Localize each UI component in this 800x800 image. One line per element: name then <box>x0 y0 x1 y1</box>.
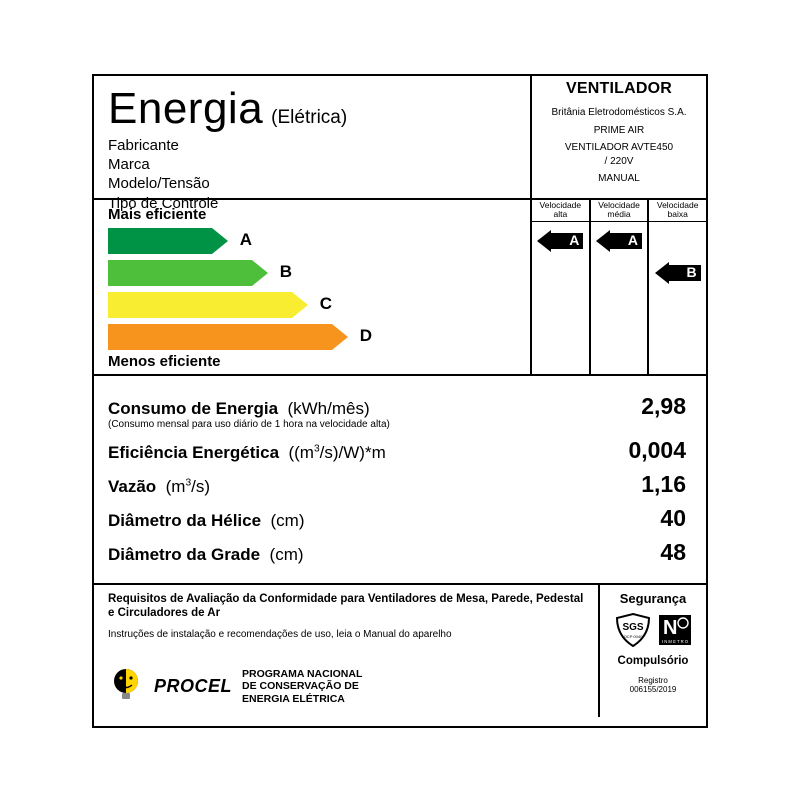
registry: Registro 006155/2019 <box>602 677 704 695</box>
metric-value: 2,98 <box>641 393 686 420</box>
metric-row: Diâmetro da Grade (cm) 48 <box>108 539 686 566</box>
efficiency-bar-d: D <box>108 324 348 350</box>
efficiency-letter: B <box>280 262 292 282</box>
header-right: VENTILADOR Britânia Eletrodomésticos S.A… <box>530 76 706 198</box>
efficiency-bar-b: B <box>108 260 268 286</box>
speed-col-baixa: Velocidadebaixa B <box>647 200 706 374</box>
metric-value: 48 <box>660 539 686 566</box>
rating-letter: A <box>569 232 579 248</box>
efficiency-scale: Mais eficiente ABCD Menos eficiente <box>94 200 530 374</box>
spec-row: Marca <box>108 155 530 174</box>
metric-value: 1,16 <box>641 471 686 498</box>
metric-row: Eficiência Energética ((m3/s)/W)*m 0,004 <box>108 437 686 464</box>
speed-columns: VelocidadealtaAVelocidademédiaAVelocidad… <box>530 200 706 374</box>
sgs-icon: SGS OCP 0040 <box>611 612 655 653</box>
rating-arrow: B <box>655 262 701 284</box>
category: VENTILADOR <box>536 80 702 98</box>
header-row: Energia (Elétrica) Fabricante Marca Mode… <box>94 76 706 200</box>
metric-row: Vazão (m3/s) 1,16 <box>108 471 686 498</box>
more-efficient-label: Mais eficiente <box>108 206 530 223</box>
footer-right: Segurança SGS OCP 0040 N <box>598 585 706 717</box>
efficiency-row: Mais eficiente ABCD Menos eficiente Velo… <box>94 200 706 376</box>
procel-program-text: PROGRAMA NACIONAL DE CONSERVAÇÃO DE ENER… <box>242 668 362 704</box>
metric-label: Eficiência Energética ((m3/s)/W)*m <box>108 443 386 463</box>
info-line: MANUAL <box>536 172 702 186</box>
ence-energy-label: Energia (Elétrica) Fabricante Marca Mode… <box>92 74 708 728</box>
rating-letter: A <box>628 232 638 248</box>
efficiency-letter: A <box>240 230 252 250</box>
spec-row: Fabricante <box>108 136 530 155</box>
metrics-section: Consumo de Energia (kWh/mês)(Consumo men… <box>94 376 706 585</box>
speed-head: Velocidadebaixa <box>649 200 706 222</box>
procel-name: PROCEL <box>154 676 232 697</box>
metric-row: Consumo de Energia (kWh/mês)(Consumo men… <box>108 393 686 430</box>
metric-value: 0,004 <box>628 437 686 464</box>
footer-row: Requisitos de Avaliação da Conformidade … <box>94 585 706 717</box>
less-efficient-label: Menos eficiente <box>108 353 221 370</box>
instructions-text: Instruções de instalação e recomendações… <box>108 629 590 640</box>
rating-arrow: A <box>537 230 583 252</box>
title-sub: (Elétrica) <box>271 107 347 129</box>
requirements-text: Requisitos de Avaliação da Conformidade … <box>108 593 590 621</box>
efficiency-letter: C <box>320 294 332 314</box>
rating-arrow: A <box>596 230 642 252</box>
metric-label: Diâmetro da Hélice (cm) <box>108 511 305 531</box>
speed-col-alta: Velocidadealta A <box>530 200 589 374</box>
svg-text:I N M E T R O: I N M E T R O <box>662 639 689 644</box>
efficiency-bar-a: A <box>108 228 228 254</box>
efficiency-bar-c: C <box>108 292 308 318</box>
speed-head: Velocidademédia <box>591 200 648 222</box>
svg-text:N: N <box>663 617 677 639</box>
info-line: / 220V <box>536 155 702 169</box>
metric-label: Vazão (m3/s) <box>108 477 210 497</box>
header-left: Energia (Elétrica) Fabricante Marca Mode… <box>94 76 530 198</box>
info-line: PRIME AIR <box>536 124 702 138</box>
safety-title: Segurança <box>602 591 704 606</box>
compulsory-label: Compulsório <box>602 655 704 667</box>
info-line: VENTILADOR AVTE450 <box>536 141 702 155</box>
info-line: Britânia Eletrodomésticos S.A. <box>536 106 702 120</box>
speed-col-média: Velocidademédia A <box>589 200 648 374</box>
metric-value: 40 <box>660 505 686 532</box>
metric-label: Diâmetro da Grade (cm) <box>108 545 304 565</box>
spec-row: Modelo/Tensão <box>108 174 530 193</box>
footer-left: Requisitos de Avaliação da Conformidade … <box>94 585 598 717</box>
inmetro-icon: N I N M E T R O <box>655 612 695 653</box>
efficiency-letter: D <box>360 326 372 346</box>
title: Energia <box>108 84 263 134</box>
svg-text:OCP 0040: OCP 0040 <box>624 634 643 639</box>
speed-head: Velocidadealta <box>532 200 589 222</box>
metric-label: Consumo de Energia (kWh/mês)(Consumo men… <box>108 399 390 430</box>
procel-icon <box>108 666 144 707</box>
procel-block: PROCEL PROGRAMA NACIONAL DE CONSERVAÇÃO … <box>108 666 362 707</box>
rating-letter: B <box>687 264 697 280</box>
metric-row: Diâmetro da Hélice (cm) 40 <box>108 505 686 532</box>
svg-text:SGS: SGS <box>622 622 643 633</box>
